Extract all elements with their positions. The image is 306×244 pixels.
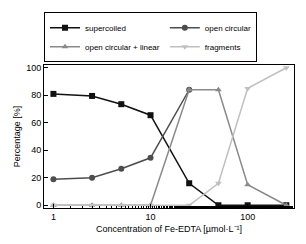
svg-text:20: 20 [31,173,41,183]
svg-text:0: 0 [36,200,41,210]
svg-text:open circular + linear: open circular + linear [85,43,160,52]
svg-text:10: 10 [146,212,156,222]
svg-text:fragments: fragments [205,43,241,52]
svg-text:80: 80 [31,90,41,100]
svg-text:Percentage [%]: Percentage [%] [12,106,22,168]
svg-text:open circular: open circular [205,24,251,33]
svg-text:60: 60 [31,118,41,128]
svg-text:40: 40 [31,145,41,155]
svg-text:100: 100 [26,63,41,73]
svg-text:Concentration of Fe-EDTA [µmol: Concentration of Fe-EDTA [µmol·L⁻¹] [96,224,242,234]
svg-text:100: 100 [240,212,255,222]
svg-text:1: 1 [51,212,56,222]
svg-text:supercoiled: supercoiled [85,24,126,33]
